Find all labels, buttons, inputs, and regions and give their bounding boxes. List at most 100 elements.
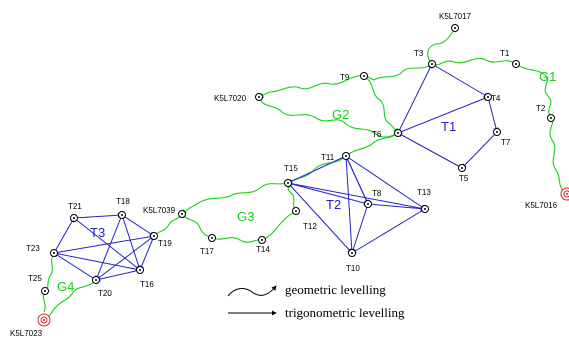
label-k5l7039: K5L7039: [143, 206, 176, 215]
stations: [41, 24, 555, 295]
station-t16: [136, 266, 144, 274]
label-t1: T1: [500, 49, 510, 58]
station-t17: [208, 234, 216, 242]
trig-line-t15-t8: [287, 182, 369, 206]
station-t2: [547, 114, 555, 122]
geo-line-t2-t1: [515, 63, 552, 119]
benchmark-k5l7016-symbol: [560, 187, 569, 201]
label-t3: T3: [414, 49, 424, 58]
geo-line-t1-t3: [431, 57, 517, 66]
trig-line-t11-t10: [345, 155, 355, 254]
trig-line-t11-t15: [287, 155, 347, 184]
group-labels: G1 G2 G3 G4 T1 T2 T3: [57, 69, 556, 294]
trig-line-t4-t7: [487, 96, 499, 133]
trig-line-t8-t13: [367, 203, 426, 212]
label-t15: T15: [284, 164, 298, 173]
trig-line-t23-t19: [53, 234, 155, 254]
legend-geometric-label: geometric levelling: [285, 282, 386, 297]
geo-line-t17-t14: [211, 237, 263, 243]
station-t3: [428, 60, 436, 68]
trig-line-t5-t6: [397, 132, 463, 169]
station-t18: [118, 211, 126, 219]
trig-line-t21-t16: [73, 217, 141, 271]
station-t21: [70, 214, 78, 222]
geo-line-k5l7016-t2: [549, 117, 567, 195]
trig-line-t18-t20: [95, 214, 123, 281]
trig-line-t7-t5: [461, 131, 498, 169]
geometric-levelling-lines: [42, 27, 567, 321]
label-t14: T14: [256, 245, 270, 254]
label-t16: T16: [140, 280, 154, 289]
label-t12: T12: [303, 222, 317, 231]
label-t11: T11: [321, 153, 335, 162]
trig-line-t21-t18: [73, 212, 123, 219]
benchmark-k5l7023-symbol: [37, 313, 51, 327]
label-t20: T20: [98, 289, 112, 298]
station-t20: [92, 276, 100, 284]
station-t8: [364, 200, 372, 208]
trig-line-t6-t4: [397, 96, 489, 134]
station-t25: [41, 287, 49, 295]
trig-line-t15-t10: [287, 182, 353, 254]
group-label-g2: G2: [332, 107, 349, 122]
geo-line-t3-t9: [363, 63, 433, 81]
station-t9: [360, 72, 368, 80]
station-t23: [50, 249, 58, 257]
trig-line-t3-t4: [431, 63, 489, 98]
station-t5: [458, 164, 466, 172]
label-t18: T18: [116, 197, 130, 206]
group-label-g3: G3: [237, 209, 254, 224]
trig-line-t19-t16: [139, 235, 155, 271]
geo-line-t6-t11: [345, 132, 399, 157]
legend-geometric-swatch: [227, 285, 277, 297]
geo-line-t14-t12: [261, 210, 297, 241]
station-k5l7020: [255, 93, 263, 101]
label-t5: T5: [459, 174, 469, 183]
geo-line-t9-k5l7020: [258, 75, 365, 99]
label-t25: T25: [28, 274, 42, 283]
group-label-g4: G4: [57, 279, 74, 294]
label-t4: T4: [491, 94, 501, 103]
label-t9: T9: [340, 73, 350, 82]
label-t23: T23: [26, 244, 40, 253]
label-t13: T13: [417, 188, 431, 197]
station-k5l7039: [178, 210, 186, 218]
geo-line-t9-t6: [363, 75, 399, 134]
label-t19: T19: [158, 239, 172, 248]
geo-line-t23-t25: [44, 252, 55, 292]
station-k5l7017: [451, 24, 459, 32]
station-t14: [258, 236, 266, 244]
label-t17: T17: [200, 247, 214, 256]
label-t21: T21: [68, 202, 82, 211]
geo-line-k5l7020-t6: [258, 96, 399, 138]
station-t6: [394, 129, 402, 137]
trig-line-t23-t21: [53, 217, 75, 254]
group-label-g1: G1: [539, 69, 556, 84]
trig-line-t23-t16: [53, 252, 141, 272]
station-t12: [292, 207, 300, 215]
station-t7: [493, 128, 501, 136]
trig-line-t11-t13: [345, 155, 426, 210]
trig-line-t20-t19: [95, 235, 155, 281]
trig-line-t8-t10: [350, 203, 369, 254]
group-label-t2: T2: [326, 197, 341, 212]
trig-line-t20-t23: [53, 252, 97, 281]
geo-line-k5l7017-t3: [427, 27, 456, 65]
legend: geometric levelling trigonometric levell…: [227, 282, 405, 320]
label-k5l7020: K5L7020: [214, 94, 247, 103]
label-t8: T8: [372, 189, 382, 198]
geo-line-t15-k5l7039: [181, 182, 289, 215]
label-k5l7016: K5L7016: [525, 201, 558, 210]
trig-line-t6-t3: [397, 63, 433, 134]
legend-trigonometric-label: trigonometric levelling: [285, 305, 405, 320]
label-t10: T10: [346, 264, 360, 273]
trig-line-t15-t13: [287, 182, 426, 211]
group-label-t1: T1: [441, 119, 456, 134]
station-t13: [421, 205, 429, 213]
station-t1: [512, 60, 520, 68]
station-t4: [484, 93, 492, 101]
station-t15: [284, 179, 292, 187]
trig-line-t8-t11: [345, 155, 369, 205]
geo-line-k5l7039-t19: [153, 213, 183, 237]
station-t11: [342, 152, 350, 160]
